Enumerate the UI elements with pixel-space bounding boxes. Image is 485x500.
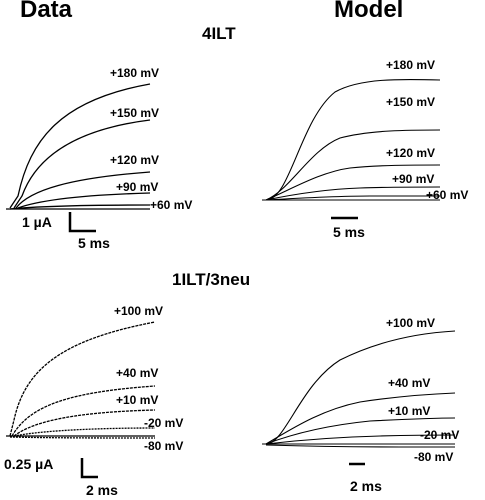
trace-model-40mv	[265, 392, 456, 445]
trace-data-10mv	[13, 409, 156, 437]
scale-bar-data-1ilt	[80, 458, 98, 479]
label-data-minus80mv: -80 mV	[144, 439, 184, 453]
scale-label-time-model-4ilt: 5 ms	[333, 224, 365, 240]
trace-data-minus80mv	[9, 436, 156, 439]
data-column-title: Data	[20, 0, 73, 23]
label-data-120mv: +120 mV	[110, 153, 160, 167]
label-data-10mv: +10 mV	[116, 393, 159, 407]
trace-model-minus20mv	[265, 434, 456, 445]
label-model-150mv: +150 mV	[386, 95, 436, 109]
label-model-90mv: +90 mV	[392, 172, 435, 186]
trace-data-60mv	[9, 204, 151, 210]
scale-label-time-data-4ilt: 5 ms	[78, 235, 110, 251]
trace-model-120mv	[265, 164, 441, 201]
label-data-60mv: +60 mV	[150, 198, 193, 212]
trace-model-minus80mv	[265, 444, 455, 448]
scale-bar-data-4ilt	[68, 212, 96, 233]
label-data-150mv: +150 mV	[110, 106, 160, 120]
trace-model-60mv	[265, 195, 440, 201]
scale-label-current-4ilt: 1 µA	[22, 214, 52, 230]
label-model-10mv: +10 mV	[388, 404, 431, 418]
label-model-180mv: +180 mV	[386, 58, 436, 72]
data-traces-1ilt-3neu	[6, 321, 156, 439]
label-data-40mv: +40 mV	[116, 366, 159, 380]
scale-label-current-1ilt: 0.25 µA	[4, 456, 54, 472]
model-column-title: Model	[334, 0, 404, 23]
trace-data-180mv	[9, 83, 151, 209]
scale-label-time-data-1ilt: 2 ms	[86, 482, 118, 498]
trace-model-10mv	[265, 417, 456, 445]
trace-data-150mv	[13, 119, 151, 209]
label-model-40mv: +40 mV	[388, 376, 431, 390]
data-traces-4ilt	[6, 83, 151, 210]
trace-data-90mv	[17, 192, 151, 209]
trace-data-minus20mv	[13, 427, 156, 437]
trace-model-90mv	[265, 186, 441, 201]
trace-model-100mv	[265, 330, 456, 445]
label-data-minus20mv: -20 mV	[144, 416, 184, 430]
trace-model-180mv	[265, 78, 441, 201]
label-model-60mv: +60 mV	[426, 188, 469, 202]
label-model-minus80mv: -80 mV	[414, 450, 454, 464]
trace-data-100mv	[9, 321, 156, 437]
model-traces-1ilt-3neu	[262, 330, 456, 448]
label-data-90mv: +90 mV	[116, 180, 159, 194]
label-model-minus20mv: -20 mV	[420, 428, 460, 442]
scale-label-time-model-1ilt: 2 ms	[350, 478, 382, 494]
trace-data-120mv	[15, 171, 151, 209]
label-data-180mv: +180 mV	[110, 66, 160, 80]
panel-title-4ilt: 4ILT	[202, 24, 236, 43]
panel-title-1ilt-3neu: 1ILT/3neu	[172, 270, 251, 289]
model-traces-4ilt	[262, 78, 441, 201]
trace-model-150mv	[265, 129, 441, 201]
trace-data-40mv	[11, 385, 156, 437]
label-model-120mv: +120 mV	[386, 146, 436, 160]
label-data-100mv: +100 mV	[114, 304, 164, 318]
label-model-100mv: +100 mV	[386, 316, 436, 330]
